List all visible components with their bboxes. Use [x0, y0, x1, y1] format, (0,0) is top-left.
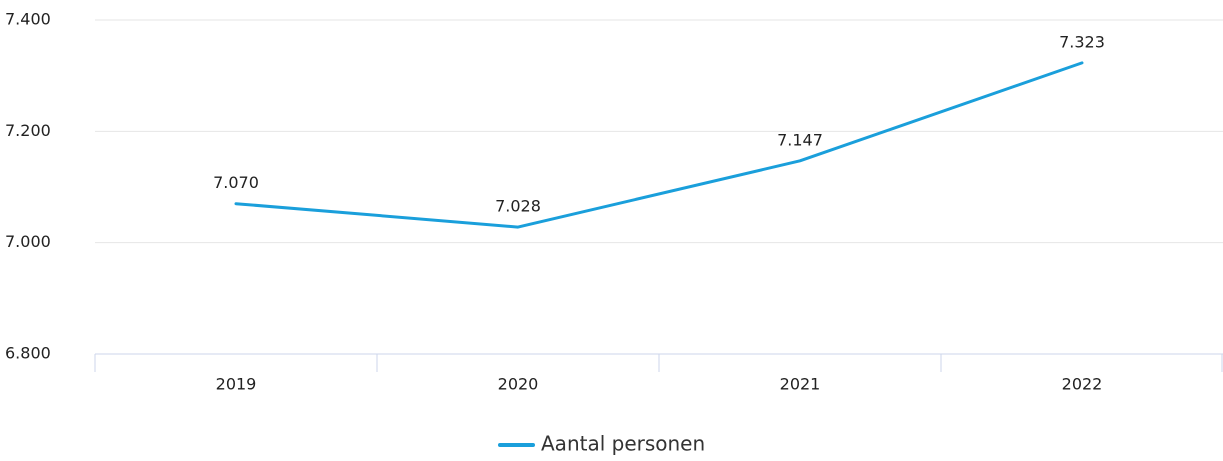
data-label: 7.028 — [495, 197, 541, 216]
y-tick-label: 7.000 — [5, 232, 51, 251]
x-tick-label: 2020 — [498, 375, 539, 394]
data-label: 7.323 — [1059, 32, 1105, 51]
series-line — [234, 61, 1084, 229]
data-label: 7.070 — [213, 173, 259, 192]
y-tick-label: 7.400 — [5, 10, 51, 29]
x-tick-label: 2022 — [1062, 375, 1103, 394]
y-tick-label: 6.800 — [5, 344, 51, 363]
legend-label: Aantal personen — [541, 432, 705, 456]
x-tick-label: 2019 — [216, 375, 257, 394]
y-tick-label: 7.200 — [5, 121, 51, 140]
data-label: 7.147 — [777, 130, 823, 149]
x-tick-label: 2021 — [780, 375, 821, 394]
